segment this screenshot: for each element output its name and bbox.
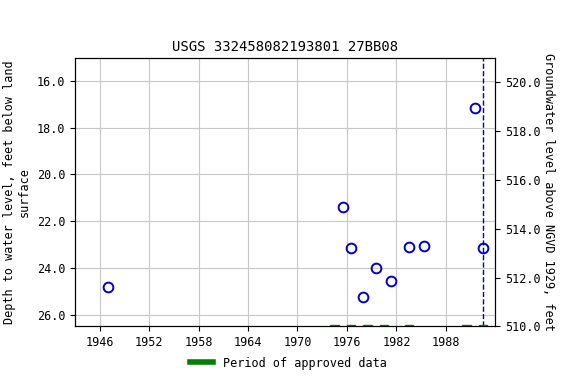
Y-axis label: Groundwater level above NGVD 1929, feet: Groundwater level above NGVD 1929, feet [541, 53, 555, 331]
Bar [331, 325, 339, 336]
Bar [363, 325, 372, 336]
Bar [380, 325, 388, 336]
Bar [463, 325, 471, 336]
Bar [405, 325, 413, 336]
Bar [347, 325, 355, 336]
Bar [479, 325, 487, 336]
Title: USGS 332458082193801 27BB08: USGS 332458082193801 27BB08 [172, 40, 398, 54]
Legend: Period of approved data: Period of approved data [185, 352, 391, 374]
Y-axis label: Depth to water level, feet below land
surface: Depth to water level, feet below land su… [3, 60, 31, 324]
